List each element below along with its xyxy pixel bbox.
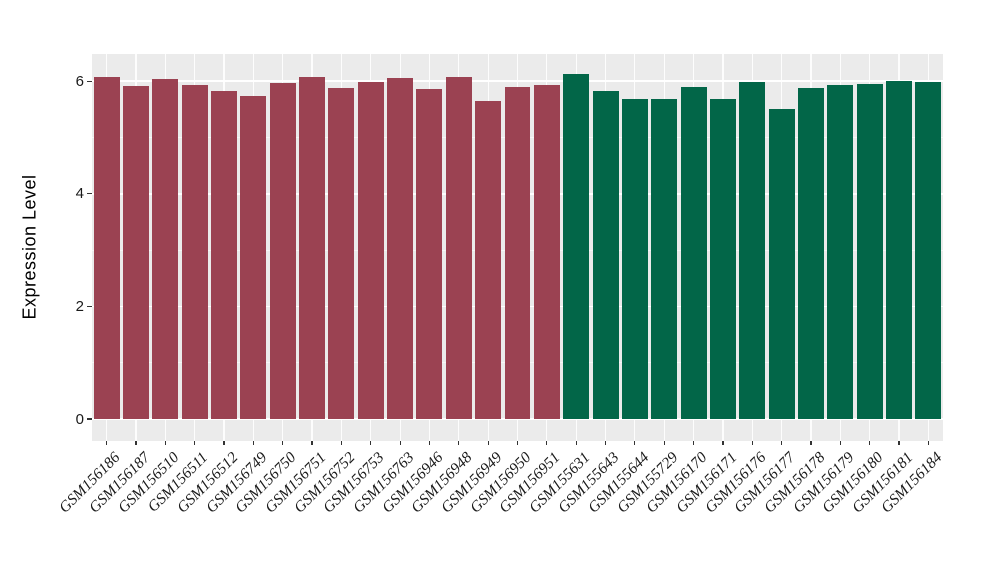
plot-panel — [92, 54, 943, 441]
bar-GSM156171 — [709, 98, 736, 419]
y-tick-label: 0 — [75, 410, 84, 428]
bar-GSM156181 — [885, 81, 912, 419]
y-tick-mark — [87, 193, 92, 195]
bar-GSM156187 — [123, 86, 149, 419]
x-tick-mark — [135, 441, 137, 445]
x-tick-mark — [810, 441, 812, 445]
bar-GSM156753 — [357, 81, 384, 419]
x-tick-mark — [370, 441, 372, 445]
bar-GSM155729 — [651, 98, 678, 419]
gridline-major-y — [92, 80, 943, 82]
x-tick-mark — [194, 441, 196, 445]
bar-GSM156951 — [533, 85, 560, 419]
bar-GSM156186 — [93, 76, 120, 419]
x-tick-mark — [692, 441, 695, 445]
x-tick-mark — [340, 441, 343, 445]
x-tick-mark — [311, 441, 313, 445]
x-tick-mark — [106, 441, 108, 445]
bar-GSM156948 — [445, 77, 472, 419]
bar-GSM156177 — [768, 109, 795, 419]
bar-GSM155644 — [621, 98, 648, 419]
bar-GSM156178 — [797, 87, 824, 419]
x-tick-mark — [634, 441, 636, 445]
y-tick-label: 4 — [75, 185, 84, 203]
bar-GSM156510 — [152, 78, 179, 419]
x-tick-mark — [223, 441, 225, 445]
bar-GSM156511 — [181, 84, 208, 419]
bar-GSM156763 — [387, 78, 414, 419]
bar-GSM156752 — [328, 87, 355, 419]
y-tick-mark — [87, 418, 92, 420]
y-tick-mark — [87, 80, 92, 82]
bar-GSM156750 — [269, 83, 296, 419]
y-tick-mark — [87, 305, 92, 307]
x-tick-mark — [927, 441, 929, 445]
x-tick-mark — [546, 441, 548, 445]
bar-GSM156749 — [240, 96, 267, 419]
y-tick-label: 2 — [75, 297, 84, 315]
bar-GSM156751 — [299, 76, 326, 419]
x-tick-mark — [575, 441, 577, 445]
x-tick-mark — [458, 441, 460, 445]
x-tick-mark — [487, 441, 489, 445]
x-tick-mark — [781, 441, 783, 445]
x-tick-mark — [428, 441, 431, 445]
bar-GSM156949 — [475, 100, 502, 419]
x-tick-mark — [164, 441, 166, 445]
x-tick-mark — [663, 441, 665, 445]
bar-GSM155643 — [592, 91, 619, 419]
bar-GSM156170 — [680, 86, 707, 419]
bar-GSM156180 — [856, 84, 883, 419]
gridline-major-y — [92, 418, 943, 420]
bar-GSM156950 — [504, 87, 531, 419]
x-tick-mark — [898, 441, 900, 445]
x-tick-mark — [282, 441, 284, 445]
bar-GSM155631 — [563, 74, 590, 419]
x-tick-mark — [604, 441, 607, 445]
x-tick-mark — [839, 441, 841, 445]
bar-GSM156176 — [739, 81, 766, 419]
x-tick-mark — [869, 441, 871, 445]
x-tick-mark — [722, 441, 724, 445]
bar-GSM156512 — [211, 91, 238, 419]
y-tick-label: 6 — [75, 72, 84, 90]
x-tick-mark — [252, 441, 254, 445]
x-tick-mark — [399, 441, 401, 445]
y-axis-title: Expression Level — [19, 174, 40, 320]
x-tick-mark — [516, 441, 519, 445]
bar-GSM156946 — [416, 89, 443, 419]
bar-GSM156184 — [915, 82, 942, 419]
bar-GSM156179 — [827, 85, 854, 419]
x-tick-mark — [751, 441, 753, 445]
